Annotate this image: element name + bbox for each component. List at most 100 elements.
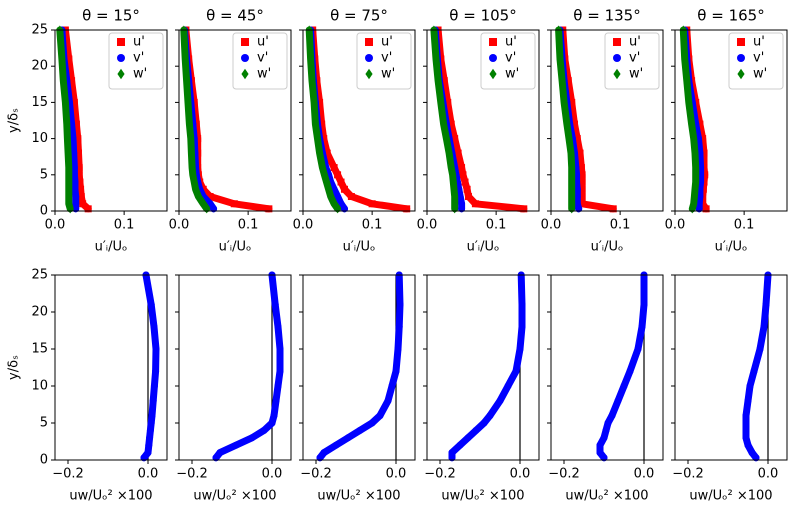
x-axis-label: uw/Uₒ² ×100 [689, 489, 772, 504]
marker [692, 170, 699, 180]
panel-title: θ = 105° [449, 7, 516, 25]
marker [760, 323, 768, 331]
legend-label: v' [753, 51, 764, 66]
marker [144, 449, 152, 457]
y-tick-label: 0 [40, 204, 48, 219]
marker [454, 149, 462, 157]
marker [65, 191, 72, 202]
x-tick-label: −0.2 [176, 467, 208, 482]
marker [65, 163, 72, 173]
marker [308, 76, 316, 86]
plot-frame [54, 274, 168, 461]
marker [183, 76, 190, 86]
marker [558, 76, 566, 86]
marker [200, 199, 207, 209]
marker [451, 191, 458, 202]
marker [347, 193, 355, 201]
marker [699, 135, 707, 143]
y-tick-label: 0 [40, 453, 48, 468]
marker [480, 419, 488, 427]
x-tick-label: 0.0 [262, 467, 283, 482]
marker [76, 178, 84, 186]
marker [320, 135, 328, 143]
marker [230, 200, 238, 208]
y-tick-label: 15 [31, 342, 48, 357]
x-tick-label: −0.2 [672, 467, 704, 482]
x-axis-label: uw/Uₒ² ×100 [441, 489, 524, 504]
plot-frame [426, 274, 540, 461]
x-tick-label: −0.2 [300, 467, 332, 482]
marker [692, 163, 699, 173]
marker [75, 171, 83, 179]
marker [691, 148, 699, 158]
x-axis-label: uw/Uₒ² ×100 [317, 489, 400, 504]
marker [79, 200, 87, 208]
marker [323, 177, 330, 187]
x-axis-label: uw/Uₒ² ×100 [193, 489, 276, 504]
plot-frame [674, 274, 788, 461]
marker [450, 184, 458, 194]
x-tick-label: 0.0 [169, 218, 190, 233]
marker [576, 149, 584, 157]
marker [314, 134, 321, 144]
marker [62, 97, 69, 107]
marker [614, 397, 622, 405]
legend-marker [489, 68, 497, 80]
marker [578, 178, 586, 186]
marker [573, 193, 581, 201]
marker [471, 200, 479, 208]
x-tick-label: 0.1 [114, 218, 135, 233]
marker [325, 184, 332, 194]
y-tick-label: 10 [31, 379, 48, 394]
legend-marker [613, 54, 621, 62]
y-tick-label: 15 [31, 95, 48, 110]
marker [332, 441, 340, 449]
y-tick-label: 10 [31, 131, 48, 146]
marker [334, 193, 342, 201]
marker [742, 426, 750, 434]
marker [77, 185, 85, 193]
marker [146, 434, 154, 442]
x-tick-label: −0.2 [424, 467, 456, 482]
x-axis-label: uw/Uₒ² ×100 [69, 489, 152, 504]
y-axis-label: y/δₛ [7, 355, 22, 380]
marker [565, 134, 573, 144]
marker [577, 164, 585, 172]
marker [68, 77, 76, 85]
legend-label: v' [257, 51, 268, 66]
marker [260, 426, 268, 434]
y-tick-label: 5 [40, 416, 48, 431]
x-tick-label: 0.1 [238, 218, 259, 233]
x-tick-label: 0.1 [486, 218, 507, 233]
legend-marker [241, 54, 249, 62]
marker [146, 426, 154, 434]
marker [150, 382, 158, 390]
x-tick-label: −0.2 [52, 467, 84, 482]
marker [394, 345, 402, 353]
y-tick-label: 25 [31, 268, 48, 283]
marker [578, 200, 586, 208]
marker [376, 412, 384, 420]
marker [265, 205, 273, 213]
marker [70, 149, 78, 157]
marker [152, 345, 160, 353]
legend-label: u' [753, 35, 765, 50]
marker [472, 426, 480, 434]
marker [742, 434, 750, 442]
legend-label: u' [629, 35, 641, 50]
marker [72, 120, 80, 128]
legend-marker [117, 38, 125, 46]
marker [274, 323, 282, 331]
legend-label: u' [133, 35, 145, 50]
legend-marker [117, 54, 125, 62]
marker [74, 135, 82, 143]
marker [451, 199, 458, 209]
x-tick-label: −0.2 [548, 467, 580, 482]
x-tick-label: 0.0 [417, 218, 438, 233]
marker [486, 412, 494, 420]
marker [451, 135, 459, 143]
marker [72, 193, 80, 201]
marker [702, 205, 710, 213]
marker [744, 441, 752, 449]
